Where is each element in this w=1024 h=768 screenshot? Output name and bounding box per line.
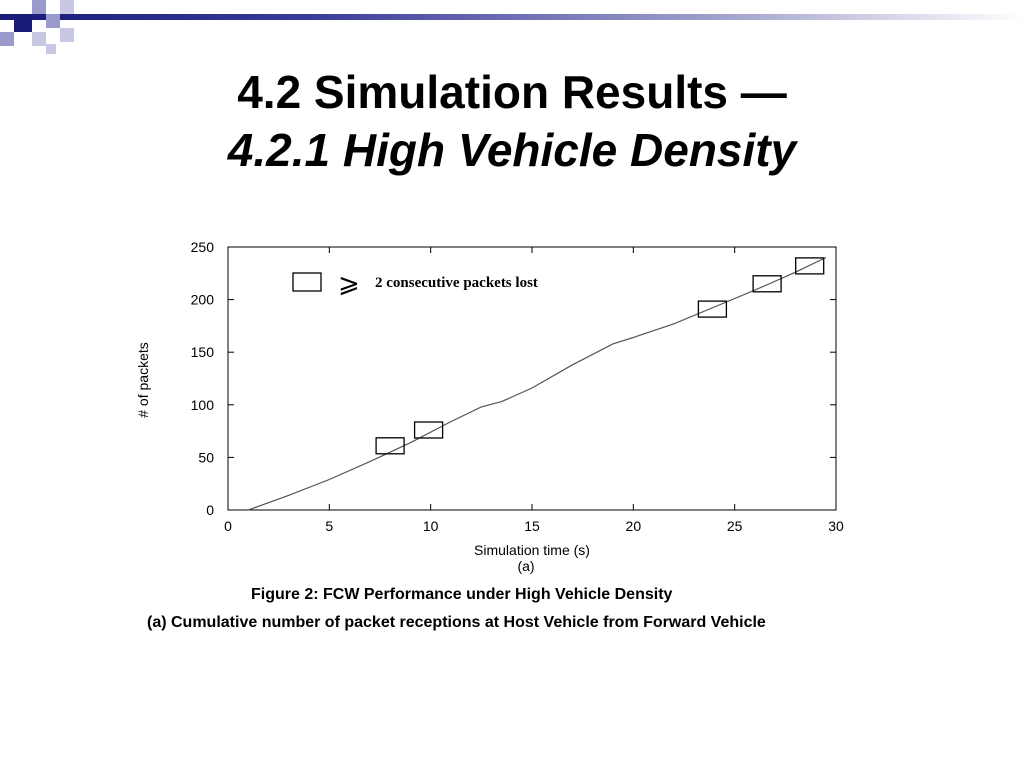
y-tick-label: 100 bbox=[191, 397, 215, 413]
x-tick-label: 30 bbox=[828, 518, 844, 534]
packet-loss-marker-0 bbox=[375, 437, 405, 455]
figure-caption: Figure 2: FCW Performance under High Veh… bbox=[251, 586, 673, 603]
y-tick-label: 50 bbox=[198, 449, 214, 465]
y-tick-label: 0 bbox=[206, 502, 214, 518]
legend-text: 2 consecutive packets lost bbox=[375, 275, 538, 291]
y-tick-label: 200 bbox=[191, 292, 215, 308]
legend-relation-symbol: ⩾ bbox=[338, 268, 360, 298]
x-tick-label: 20 bbox=[626, 518, 642, 534]
slide-title-line2: 4.2.1 High Vehicle Density bbox=[227, 124, 797, 176]
x-tick-label: 25 bbox=[727, 518, 743, 534]
figure-subcaption: (a) Cumulative number of packet receptio… bbox=[147, 614, 766, 631]
legend: ⩾ 2 consecutive packets lost bbox=[292, 268, 538, 298]
x-tick-label: 10 bbox=[423, 518, 439, 534]
y-axis-label: # of packets bbox=[135, 342, 151, 418]
y-tick-label: 150 bbox=[191, 344, 215, 360]
header-decor-bar bbox=[0, 14, 1024, 20]
packet-reception-chart: 0 50 100 150 200 250 0 5 10 15 20 25 30 ⩾ 2 consecu… bbox=[135, 239, 844, 574]
x-axis-label: Simulation time (s) bbox=[474, 542, 590, 558]
packet-loss-marker-3 bbox=[752, 275, 782, 293]
slide-title-line1: 4.2 Simulation Results — bbox=[237, 66, 787, 118]
y-tick-label: 250 bbox=[191, 239, 215, 255]
figure-sublabel: (a) bbox=[517, 558, 534, 574]
x-tick-label: 15 bbox=[524, 518, 540, 534]
slide-title: 4.2 Simulation Results — 4.2.1 High Vehi… bbox=[0, 64, 1024, 180]
packet-loss-marker-4 bbox=[795, 257, 825, 275]
x-tick-label: 0 bbox=[224, 518, 232, 534]
packet-loss-marker-2 bbox=[697, 300, 728, 318]
series-line-0 bbox=[248, 256, 827, 511]
legend-square-symbol bbox=[292, 272, 322, 292]
packet-loss-marker-1 bbox=[413, 421, 444, 439]
chart-container: 0 50 100 150 200 250 0 5 10 15 20 25 30 ⩾ 2 consecu… bbox=[120, 228, 880, 583]
x-tick-label: 5 bbox=[325, 518, 333, 534]
